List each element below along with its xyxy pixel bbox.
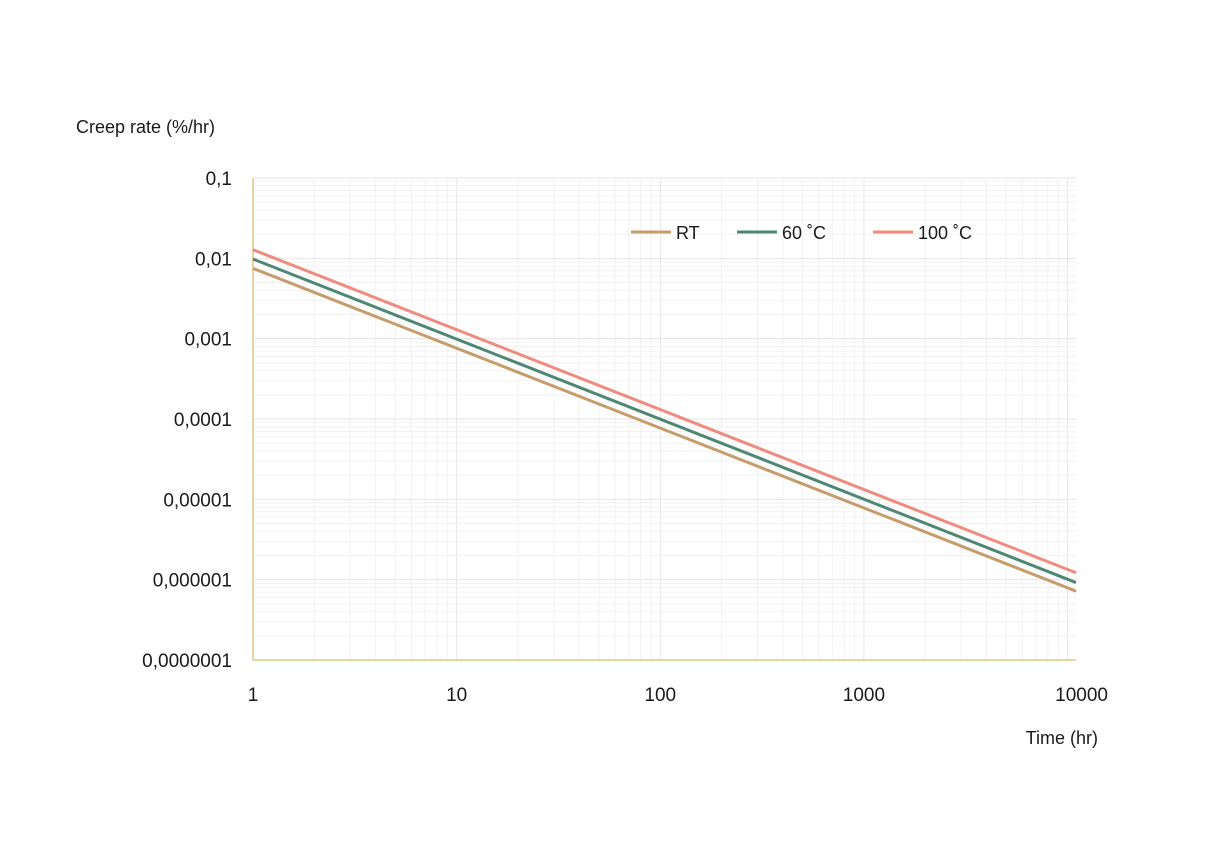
series-lines — [252, 248, 1077, 593]
legend-label: RT — [676, 223, 700, 243]
grid — [252, 177, 1076, 661]
series-line-rt — [252, 266, 1077, 593]
y-tick-label: 0,0000001 — [142, 651, 232, 672]
y-tick-label: 0,0001 — [174, 410, 232, 431]
x-tick-label: 10 — [446, 685, 467, 706]
axes — [252, 178, 1076, 661]
legend-label: 60 ˚C — [782, 223, 826, 243]
y-tick-label: 0,001 — [184, 330, 232, 351]
legend: RT 60 ˚C 100 ˚C — [631, 223, 972, 243]
series-line-60-c — [252, 257, 1077, 584]
y-axis-label: Creep rate (%/hr) — [76, 117, 215, 137]
tick-labels: 0,1 0,01 0,001 0,0001 0,00001 0,000001 0,00000… — [142, 169, 1108, 706]
x-tick-label: 1 — [248, 685, 259, 706]
legend-item: 60 ˚C — [737, 223, 826, 243]
y-tick-label: 0,00001 — [163, 490, 232, 511]
y-tick-label: 0,1 — [206, 169, 232, 190]
x-axis-label: Time (hr) — [1026, 728, 1098, 748]
x-tick-label: 10000 — [1055, 685, 1108, 706]
y-tick-label: 0,000001 — [153, 571, 232, 592]
x-tick-label: 1000 — [843, 685, 885, 706]
legend-label: 100 ˚C — [918, 223, 972, 243]
legend-item: RT — [631, 223, 700, 243]
series-line-100-c — [252, 248, 1077, 575]
x-tick-label: 100 — [644, 685, 676, 706]
legend-item: 100 ˚C — [873, 223, 972, 243]
y-tick-label: 0,01 — [195, 249, 232, 270]
